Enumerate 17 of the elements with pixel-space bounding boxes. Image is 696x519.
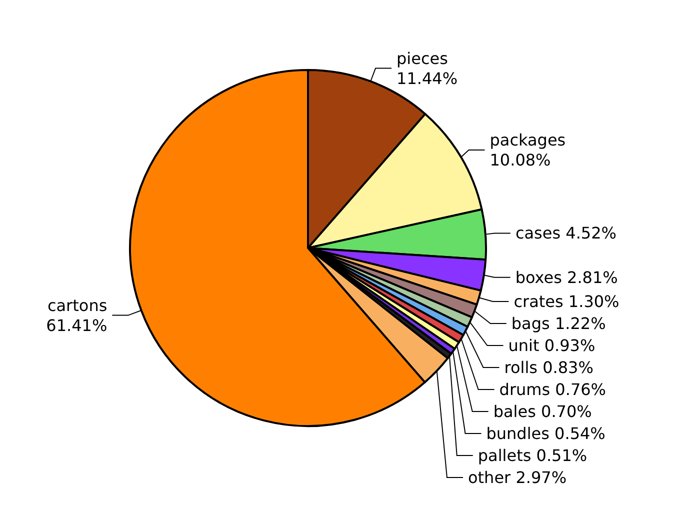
slice-label: bales 0.70% [493,402,592,421]
slice-label: bags 1.22% [511,314,606,333]
data-label: 11.44% [396,68,458,88]
slice-label: crates 1.30% [514,292,620,311]
slice-label: unit 0.93% [508,336,596,355]
slice-label: packages [490,130,566,150]
slice-label: cases 4.52% [515,224,616,243]
slice-label: other 2.97% [468,468,567,487]
slice-label: bundles 0.54% [486,424,606,443]
data-label: 10.08% [490,150,551,170]
slice-label: cartons [47,296,108,315]
slice-label: pallets 0.51% [478,446,588,465]
slice-label: rolls 0.83% [504,358,594,377]
slice-label: boxes 2.81% [515,268,618,287]
data-label: 61.41% [46,316,108,335]
slice-label: pieces [396,48,448,68]
slice-label: drums 0.76% [499,380,606,399]
